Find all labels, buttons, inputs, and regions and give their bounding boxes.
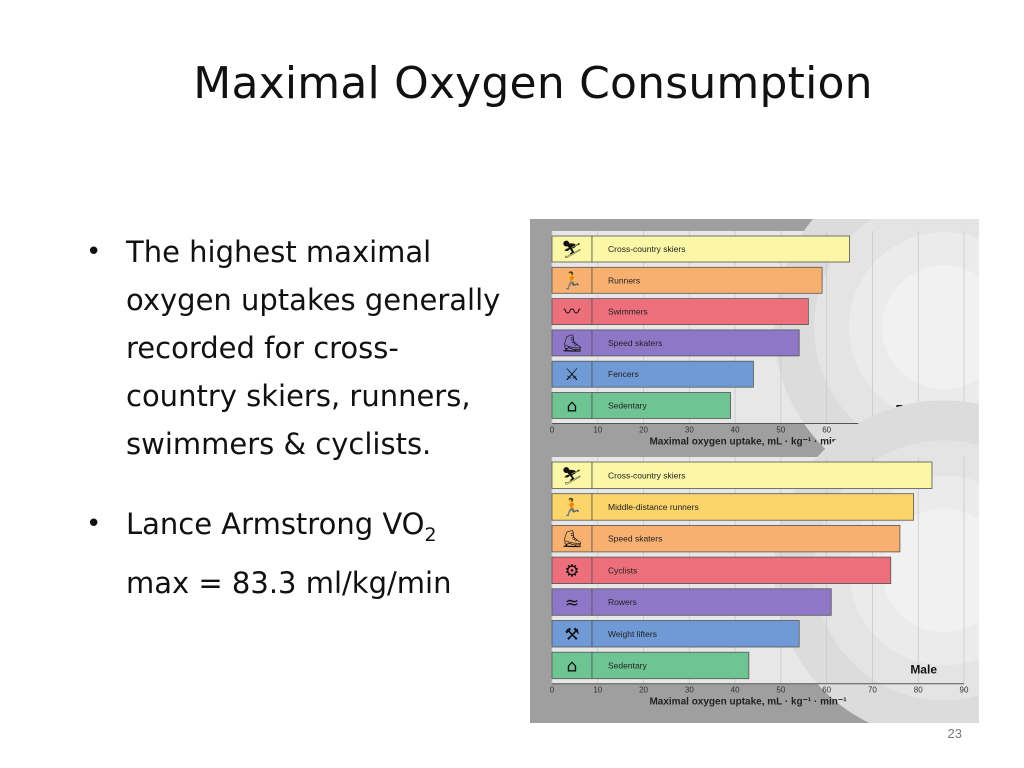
x-tick-label: 30 xyxy=(685,426,694,435)
bullet-list: • The highest maximal oxygen uptakes gen… xyxy=(86,228,506,639)
x-tick-label: 90 xyxy=(960,686,969,695)
x-tick-label: 60 xyxy=(822,426,831,435)
bar xyxy=(591,620,800,648)
x-axis-title: Maximal oxygen uptake, mL · kg⁻¹ · min⁻¹ xyxy=(649,697,847,708)
bullet-dot-icon: • xyxy=(86,237,102,267)
bullet-text-rest: max = 83.3 ml/kg/min xyxy=(126,565,452,600)
bar-label: Speed skaters xyxy=(608,338,662,348)
bar-label: Rowers xyxy=(608,597,637,607)
bar-label: Fencers xyxy=(608,369,639,379)
bar xyxy=(591,266,823,294)
panel-label: Male xyxy=(910,663,937,677)
bar xyxy=(591,329,800,357)
bar xyxy=(591,524,901,553)
vo2-chart-svg: ⛷ Cross-country skiers 🏃 Runners 〰 Swimmers ⛸ S… xyxy=(550,219,979,723)
x-tick-label: 0 xyxy=(550,426,555,435)
x-tick-label: 40 xyxy=(731,686,740,695)
bar-icon-box xyxy=(551,620,593,648)
bar-label: Runners xyxy=(608,275,640,285)
skier-icon: ⛷ xyxy=(561,240,583,260)
background-arc xyxy=(882,265,979,390)
x-tick-label: 50 xyxy=(776,426,785,435)
page-number: 23 xyxy=(947,726,962,741)
bar xyxy=(591,392,731,419)
bar-label: Weight lifters xyxy=(608,629,657,639)
x-tick-label: 50 xyxy=(776,686,785,695)
bar-label: Cross-country skiers xyxy=(608,244,685,254)
bar xyxy=(591,556,892,585)
x-tick-label: 20 xyxy=(639,686,648,695)
runner-icon: 🏃 xyxy=(561,497,582,518)
x-tick-label: 30 xyxy=(685,686,694,695)
bullet-text: Lance Armstrong VO2 max = 83.3 ml/kg/min xyxy=(126,507,451,600)
bar xyxy=(591,651,750,680)
bar-icon-box xyxy=(551,360,593,388)
bullet-subscript: 2 xyxy=(424,523,437,546)
bar-label: Cross-country skiers xyxy=(608,470,685,480)
bar xyxy=(591,461,933,489)
bar-icon-box xyxy=(551,493,593,521)
x-tick-label: 10 xyxy=(593,686,602,695)
skater-icon: ⛸ xyxy=(561,530,583,550)
x-tick-label: 70 xyxy=(868,686,877,695)
bullet-text-main: Lance Armstrong VO xyxy=(126,507,425,541)
bar-icon-box xyxy=(551,651,593,680)
x-tick-label: 40 xyxy=(731,426,740,435)
skater-icon: ⛸ xyxy=(561,334,583,354)
bullet-item: • The highest maximal oxygen uptakes gen… xyxy=(86,228,506,468)
x-tick-label: 80 xyxy=(914,686,923,695)
bar xyxy=(591,298,809,325)
sedentary-icon: ⌂ xyxy=(567,397,578,417)
runner-icon: 🏃 xyxy=(561,270,582,291)
slide-title: Maximal Oxygen Consumption xyxy=(193,58,873,109)
bar-icon-box xyxy=(551,392,593,419)
x-tick-label: 20 xyxy=(639,426,648,435)
bar-label: Cyclists xyxy=(608,565,637,575)
bar-icon-box xyxy=(551,329,593,357)
sedentary-icon: ⌂ xyxy=(567,656,578,676)
rower-icon: ≈ xyxy=(565,593,579,613)
bullet-item: • Lance Armstrong VO2 max = 83.3 ml/kg/m… xyxy=(86,500,506,607)
bar xyxy=(591,493,915,521)
bar-label: Sedentary xyxy=(608,660,647,670)
bullet-text: The highest maximal oxygen uptakes gener… xyxy=(126,235,501,461)
bar-label: Swimmers xyxy=(608,307,648,317)
swimmer-icon: 〰 xyxy=(564,303,581,323)
bar xyxy=(591,360,754,388)
bar-label: Middle-distance runners xyxy=(608,502,699,512)
bar-icon-box xyxy=(551,298,593,325)
x-tick-label: 10 xyxy=(593,426,602,435)
cyclist-icon: ⚙ xyxy=(564,561,579,581)
bar-icon-box xyxy=(551,588,593,616)
fencer-icon: ⚔ xyxy=(564,365,579,385)
x-tick-label: 0 xyxy=(550,686,555,695)
x-axis-title: Maximal oxygen uptake, mL · kg⁻¹ · min⁻¹ xyxy=(649,437,847,448)
weightlifter-icon: ⚒ xyxy=(564,625,579,645)
chart-panel-male: ⛷ Cross-country skiers 🏃 Middle-distance ru… xyxy=(550,400,979,723)
bar-label: Speed skaters xyxy=(608,534,662,544)
bar xyxy=(591,235,850,263)
bullet-dot-icon: • xyxy=(86,509,102,539)
background-arc xyxy=(882,508,979,633)
bar xyxy=(591,588,832,616)
vo2-chart-figure: ⛷ Cross-country skiers 🏃 Runners 〰 Swimmers ⛸ S… xyxy=(530,219,979,723)
bar-label: Sedentary xyxy=(608,401,647,411)
bar-icon-box xyxy=(551,266,593,294)
x-tick-label: 60 xyxy=(822,686,831,695)
skier-icon: ⛷ xyxy=(561,466,583,486)
